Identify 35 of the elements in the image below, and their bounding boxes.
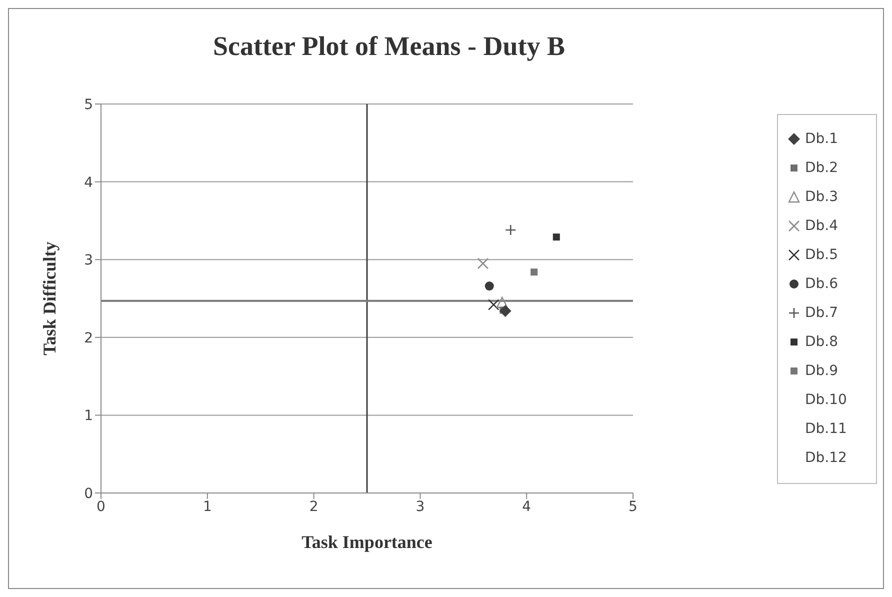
text: Db.12 [805, 450, 847, 466]
point [530, 268, 538, 276]
x-tick-label: 1 [202, 498, 212, 515]
point [552, 234, 560, 241]
point [499, 304, 512, 317]
legend-label: Db.6 [805, 276, 838, 292]
chart-title: Scatter Plot of Means - Duty B [212, 31, 566, 62]
y-tick-label: 5 [84, 96, 93, 113]
legend-label: Db.5 [805, 247, 838, 263]
point [504, 224, 516, 236]
x-tick-label: 0 [96, 498, 106, 515]
legend-label: Db.9 [805, 363, 838, 379]
legend-label: Db.8 [805, 334, 838, 350]
legend-label: Db.1 [805, 131, 838, 147]
x-tick-label: 5 [628, 498, 638, 515]
x-tick-label: 2 [309, 498, 318, 515]
x-axis-title: Task Importance [302, 532, 432, 552]
legend-label: Db.4 [805, 218, 838, 234]
legend-label: Db.3 [805, 189, 838, 205]
legend-label: Db.2 [805, 160, 838, 176]
text: Db.10 [805, 392, 847, 408]
y-tick-label: 0 [84, 486, 93, 502]
point [477, 258, 489, 270]
point [488, 299, 500, 310]
y-tick-label: 1 [84, 408, 93, 424]
y-tick-label: 4 [84, 174, 94, 191]
text: Db.11 [805, 421, 847, 437]
x-tick-label: 4 [522, 498, 532, 515]
legend-label: Db.7 [805, 305, 838, 321]
y-axis-title: Task Difficulty [39, 242, 60, 356]
point [496, 296, 508, 308]
point [484, 282, 494, 291]
x-tick-label: 3 [416, 498, 425, 515]
y-tick-label: 3 [84, 252, 93, 269]
y-tick-label: 2 [84, 330, 93, 346]
